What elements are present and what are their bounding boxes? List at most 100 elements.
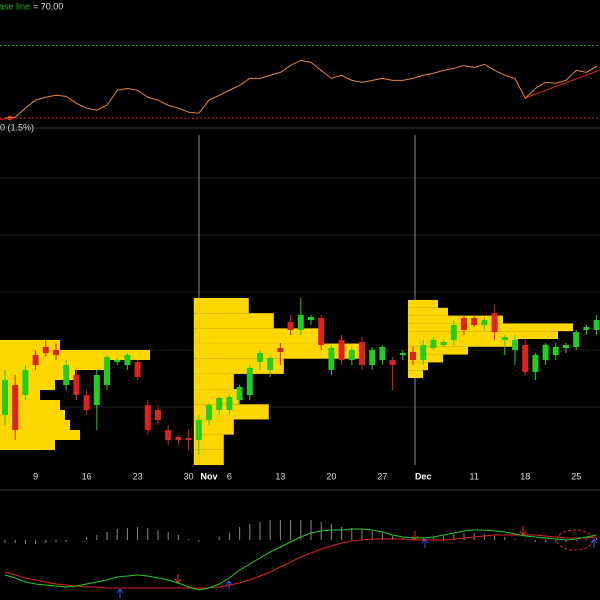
candle-body bbox=[348, 350, 355, 360]
x-tick-label: 27 bbox=[377, 471, 387, 481]
candle-body bbox=[144, 405, 151, 430]
candle-body bbox=[471, 318, 478, 325]
candle-body bbox=[450, 325, 457, 340]
candle-body bbox=[236, 387, 243, 400]
volume-profile-bar bbox=[408, 362, 428, 371]
volume-profile-bar bbox=[408, 323, 573, 332]
x-tick-label: 20 bbox=[326, 471, 336, 481]
candle-body bbox=[369, 350, 376, 365]
candle-body bbox=[216, 398, 223, 410]
price-grid bbox=[0, 177, 600, 408]
macd-line bbox=[4, 528, 597, 591]
x-tick-label: 9 bbox=[33, 471, 38, 481]
volume-profile-bar bbox=[408, 339, 518, 347]
volume-profile-bar bbox=[0, 390, 40, 400]
volume-profile-bar bbox=[0, 430, 80, 440]
base-line-label: = 70.00 bbox=[33, 1, 63, 11]
candle-body bbox=[12, 385, 19, 430]
rsi-line bbox=[4, 59, 597, 119]
volume-profile-bar bbox=[408, 307, 448, 316]
candle-body bbox=[32, 355, 39, 365]
candle-body bbox=[257, 353, 263, 362]
volume-profile-bar bbox=[0, 420, 70, 430]
volume-profile-bar bbox=[0, 410, 65, 420]
subtitle: 0 (1.5%) bbox=[0, 122, 34, 132]
candle-body bbox=[134, 362, 141, 377]
volume-profile-bar bbox=[408, 331, 558, 339]
candle-body bbox=[93, 375, 100, 405]
candle-body bbox=[552, 347, 559, 355]
volume-profile-bar bbox=[193, 373, 234, 390]
x-tick-label: Nov bbox=[200, 471, 217, 481]
candle-body bbox=[359, 342, 365, 365]
candle-body bbox=[542, 345, 549, 360]
candle-body bbox=[430, 340, 437, 348]
x-tick-label: 16 bbox=[82, 471, 92, 481]
candle-body bbox=[185, 438, 192, 440]
signal-arrows bbox=[116, 526, 598, 598]
volume-profile-bar bbox=[0, 360, 110, 370]
candle-body bbox=[501, 337, 508, 340]
x-tick-label: 13 bbox=[275, 471, 285, 481]
candle-body bbox=[155, 410, 161, 420]
signal-line bbox=[4, 534, 597, 589]
volume-profile-bar bbox=[193, 313, 274, 329]
volume-profile-bar bbox=[0, 340, 60, 350]
x-tick-label: 30 bbox=[184, 471, 194, 481]
x-tick-label: 25 bbox=[571, 471, 581, 481]
candle-body bbox=[2, 380, 8, 415]
volume-profile-bar bbox=[193, 328, 324, 344]
candle-body bbox=[124, 355, 131, 365]
candle-body bbox=[573, 332, 580, 347]
x-tick-label: Dec bbox=[415, 471, 432, 481]
candle-body bbox=[338, 340, 345, 360]
candle-body bbox=[512, 340, 518, 350]
candle-body bbox=[277, 348, 284, 352]
volume-profile-bar bbox=[193, 404, 269, 420]
volume-profile-bar bbox=[408, 370, 423, 378]
candle-body bbox=[328, 348, 335, 370]
candle-body bbox=[522, 345, 529, 372]
candle-body bbox=[53, 350, 59, 355]
volume-profile-bar bbox=[193, 419, 234, 435]
candle-body bbox=[165, 430, 172, 440]
volume-profile-bar bbox=[0, 350, 150, 360]
trend-line bbox=[524, 69, 600, 99]
candle-body bbox=[308, 317, 314, 320]
candle-body bbox=[114, 360, 121, 362]
volume-profile-bar bbox=[408, 346, 468, 355]
candle-body bbox=[440, 342, 447, 345]
candle-body bbox=[410, 352, 416, 360]
candle-body bbox=[389, 360, 396, 365]
candle-body bbox=[195, 420, 202, 440]
volume-profile-bar bbox=[0, 440, 55, 450]
candle-body bbox=[297, 315, 304, 330]
candle-body bbox=[42, 347, 49, 353]
volume-profile-bar bbox=[193, 358, 284, 374]
x-tick-label: 18 bbox=[520, 471, 530, 481]
candle-body bbox=[63, 365, 70, 385]
candle-body bbox=[83, 395, 90, 410]
volume-profile-bar bbox=[408, 300, 438, 308]
candle-body bbox=[399, 353, 406, 355]
candle-body bbox=[461, 318, 467, 330]
candle-body bbox=[583, 327, 590, 330]
candle-body bbox=[287, 322, 294, 330]
candle-body bbox=[267, 358, 274, 370]
candle-body bbox=[22, 370, 29, 395]
candle-body bbox=[532, 355, 539, 372]
volume-profile-bar bbox=[0, 370, 75, 380]
candle-body bbox=[481, 320, 488, 325]
candle-body bbox=[593, 320, 600, 330]
volume-profile-bar bbox=[193, 449, 224, 465]
candle-body bbox=[246, 368, 253, 395]
candle-body bbox=[226, 397, 233, 410]
base-line-name: ase line bbox=[0, 1, 30, 11]
x-tick-label: 11 bbox=[470, 471, 479, 481]
volume-profile-bar bbox=[408, 315, 503, 324]
candle-body bbox=[420, 345, 427, 360]
candle-body bbox=[104, 357, 110, 385]
x-tick-label: 23 bbox=[133, 471, 143, 481]
